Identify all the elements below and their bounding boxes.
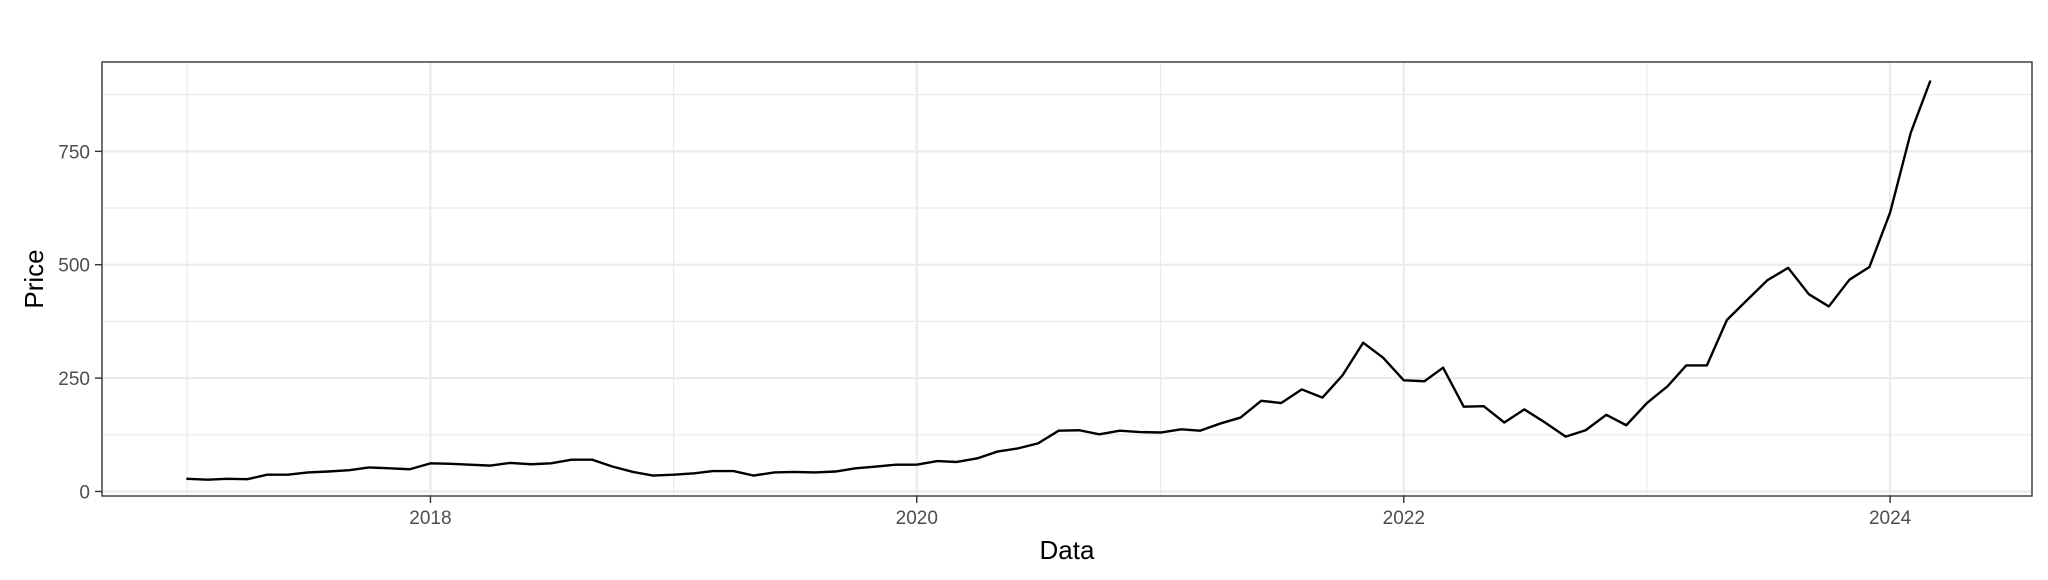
panel-border [101,61,2033,497]
y-tick-label: 750 [58,142,90,163]
x-axis: 2018 2020 2022 2024 [409,496,1912,529]
major-gridlines [102,62,2032,496]
y-tick-label: 500 [58,256,90,277]
x-tick-label: 2018 [409,508,451,529]
x-tick-label: 2024 [1869,508,1912,529]
minor-gridlines [102,62,2032,496]
x-tick-label: 2020 [896,508,938,529]
x-axis-title: Data [1040,535,1095,565]
y-tick-label: 0 [79,482,90,503]
y-axis: 0 250 500 750 [58,142,102,503]
price-series-line [186,80,1932,481]
y-tick-label: 250 [58,369,90,390]
series-layer [186,80,1932,481]
y-axis-title: Price [19,249,49,308]
x-tick-label: 2022 [1383,508,1425,529]
